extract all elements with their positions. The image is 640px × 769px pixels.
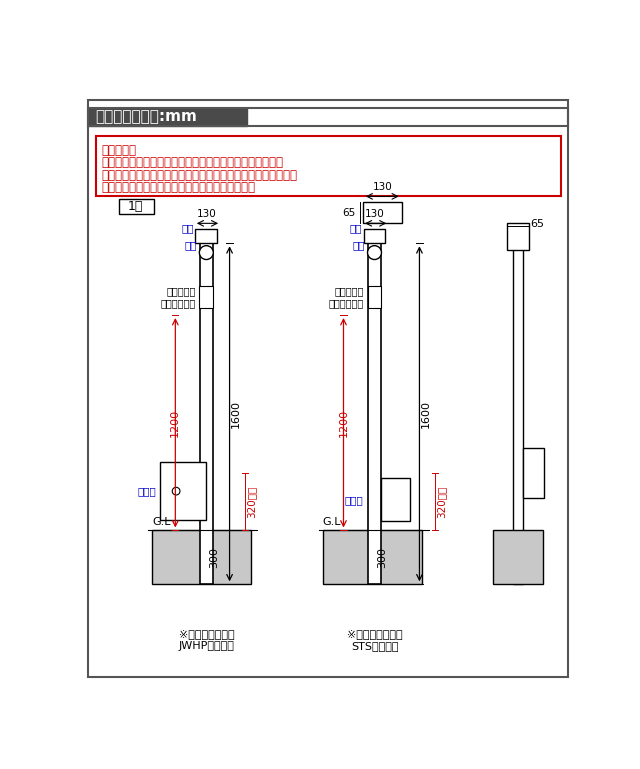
- Bar: [522, 448, 544, 498]
- Text: 130: 130: [196, 208, 216, 218]
- Text: 1型: 1型: [128, 200, 143, 213]
- Bar: [195, 229, 217, 243]
- Bar: [367, 287, 381, 308]
- Text: 1600: 1600: [231, 400, 241, 428]
- Text: 納まり図　単位:mm: 納まり図 単位:mm: [95, 109, 197, 125]
- Bar: [493, 531, 543, 584]
- Text: 照明: 照明: [349, 223, 362, 233]
- Bar: [368, 243, 381, 584]
- Text: 含まれていたりしておりますが、ご了承下さい。: 含まれていたりしておりますが、ご了承下さい。: [102, 181, 256, 194]
- Circle shape: [172, 488, 180, 495]
- Circle shape: [367, 245, 381, 259]
- Circle shape: [199, 245, 213, 259]
- Text: 表札: 表札: [184, 240, 197, 250]
- Bar: [160, 462, 206, 520]
- Bar: [199, 287, 213, 308]
- Text: （テレビ）
インターホン: （テレビ） インターホン: [328, 287, 364, 308]
- Text: ※本図のポストは
JWHP型の場合: ※本図のポストは JWHP型の場合: [179, 629, 234, 651]
- Text: 300: 300: [377, 547, 387, 568]
- Text: 130: 130: [365, 208, 385, 218]
- Bar: [119, 198, 154, 214]
- Text: 表札: 表札: [353, 240, 365, 250]
- Bar: [507, 222, 529, 249]
- Text: （テレビ）
インターホン: （テレビ） インターホン: [160, 287, 195, 308]
- Bar: [88, 108, 568, 126]
- Bar: [152, 531, 252, 584]
- Text: 1600: 1600: [420, 400, 431, 428]
- Bar: [513, 243, 522, 584]
- Bar: [381, 478, 410, 521]
- Text: G.L: G.L: [152, 518, 171, 528]
- Text: 【ご注意】: 【ご注意】: [102, 144, 137, 157]
- Text: G.L: G.L: [323, 518, 341, 528]
- Bar: [95, 136, 561, 196]
- Text: 65: 65: [531, 219, 544, 229]
- Text: 1200: 1200: [170, 408, 180, 437]
- Text: ※本図のポストは
STS型の場合: ※本図のポストは STS型の場合: [347, 629, 403, 651]
- Bar: [200, 243, 212, 584]
- Bar: [323, 531, 422, 584]
- Text: 300: 300: [209, 547, 219, 568]
- Bar: [364, 229, 385, 243]
- Text: 1200: 1200: [339, 408, 349, 437]
- Text: 320以上: 320以上: [246, 485, 256, 518]
- Text: 販売しているものとは異なっていたり、販売していない部材が: 販売しているものとは異なっていたり、販売していない部材が: [102, 168, 298, 181]
- Bar: [88, 108, 246, 126]
- Text: 130: 130: [372, 181, 392, 191]
- Text: 照明: 照明: [181, 223, 194, 233]
- Text: 320以上: 320以上: [436, 485, 446, 518]
- Text: 65: 65: [342, 208, 355, 218]
- Text: コレット共通の収まり図ですのでポスト・表札・照明等が: コレット共通の収まり図ですのでポスト・表札・照明等が: [102, 156, 284, 169]
- Text: ポスト: ポスト: [345, 494, 364, 504]
- Text: ポスト: ポスト: [137, 486, 156, 496]
- Bar: [363, 201, 402, 223]
